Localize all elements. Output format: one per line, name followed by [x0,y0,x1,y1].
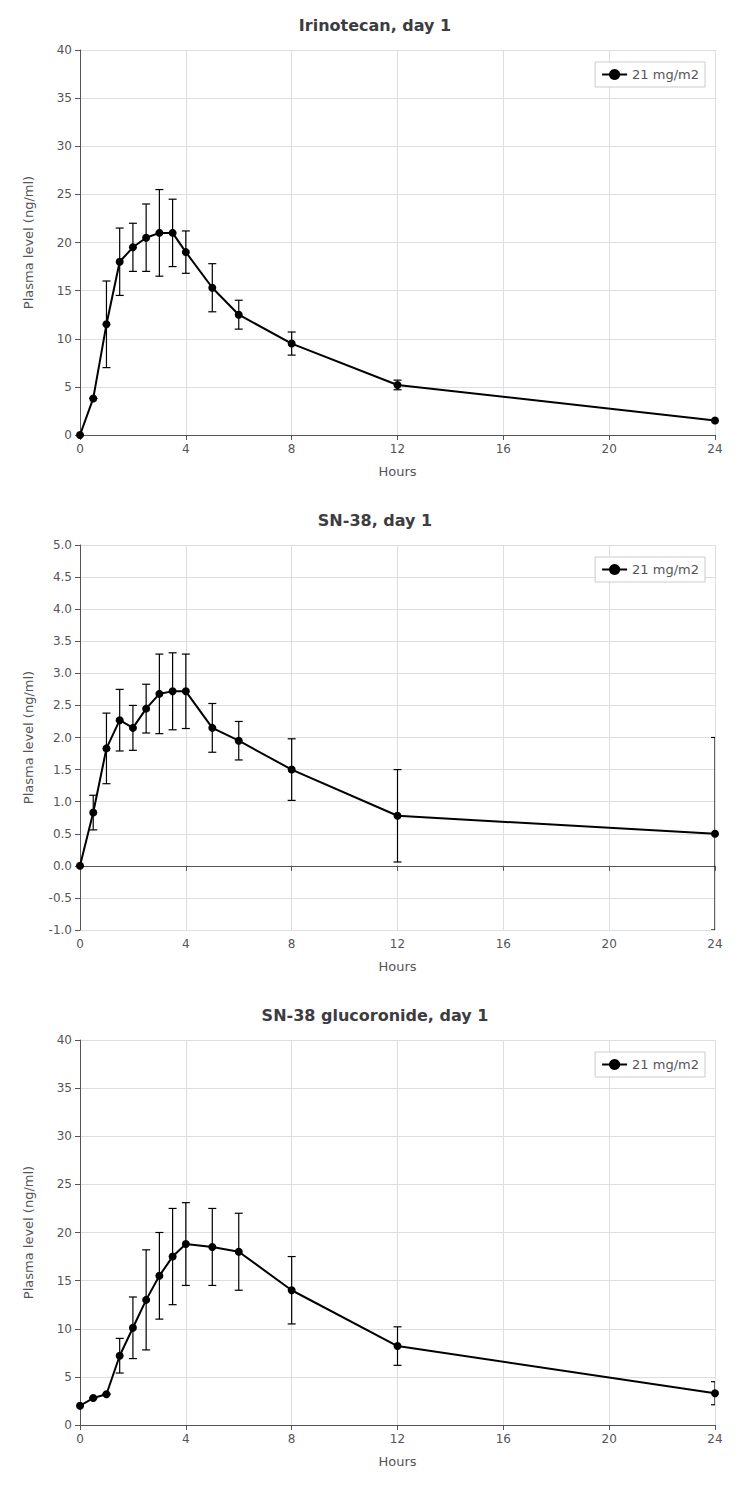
svg-text:24: 24 [707,1432,722,1446]
svg-text:3.0: 3.0 [53,666,72,680]
svg-text:35: 35 [57,91,72,105]
svg-text:0: 0 [64,428,72,442]
svg-text:4.5: 4.5 [53,570,72,584]
svg-text:25: 25 [57,187,72,201]
svg-text:8: 8 [288,442,296,456]
svg-text:40: 40 [57,1033,72,1047]
svg-text:-0.5: -0.5 [49,891,72,905]
svg-text:8: 8 [288,937,296,951]
svg-text:21 mg/m2: 21 mg/m2 [632,67,699,82]
svg-text:20: 20 [57,236,72,250]
svg-text:Plasma level (ng/ml): Plasma level (ng/ml) [21,176,36,309]
svg-text:16: 16 [496,442,511,456]
svg-text:20: 20 [602,442,617,456]
svg-text:35: 35 [57,1081,72,1095]
svg-text:5.0: 5.0 [53,538,72,552]
svg-text:4: 4 [182,442,190,456]
svg-text:12: 12 [390,1432,405,1446]
svg-text:30: 30 [57,139,72,153]
svg-text:-1.0: -1.0 [49,923,72,937]
svg-text:0: 0 [76,1432,84,1446]
svg-text:24: 24 [707,442,722,456]
svg-text:10: 10 [57,1322,72,1336]
svg-text:15: 15 [57,284,72,298]
svg-text:Plasma level (ng/ml): Plasma level (ng/ml) [21,671,36,804]
svg-text:20: 20 [602,1432,617,1446]
svg-text:Hours: Hours [378,959,416,974]
svg-text:20: 20 [602,937,617,951]
svg-text:16: 16 [496,937,511,951]
svg-text:2.5: 2.5 [53,698,72,712]
svg-text:10: 10 [57,332,72,346]
svg-text:3.5: 3.5 [53,634,72,648]
svg-text:SN-38 glucoronide, day 1: SN-38 glucoronide, day 1 [262,1006,489,1025]
svg-text:25: 25 [57,1177,72,1191]
svg-text:15: 15 [57,1274,72,1288]
svg-text:0: 0 [76,442,84,456]
svg-text:21 mg/m2: 21 mg/m2 [632,1057,699,1072]
svg-text:Plasma level (ng/ml): Plasma level (ng/ml) [21,1166,36,1299]
svg-text:8: 8 [288,1432,296,1446]
svg-text:Irinotecan, day 1: Irinotecan, day 1 [299,16,451,35]
svg-text:30: 30 [57,1129,72,1143]
svg-text:1.5: 1.5 [53,763,72,777]
svg-text:Hours: Hours [378,1454,416,1469]
svg-text:24: 24 [707,937,722,951]
svg-text:0.0: 0.0 [53,859,72,873]
svg-text:2.0: 2.0 [53,731,72,745]
svg-text:4.0: 4.0 [53,602,72,616]
svg-text:4: 4 [182,937,190,951]
svg-text:0.5: 0.5 [53,827,72,841]
svg-text:SN-38, day 1: SN-38, day 1 [318,511,432,530]
svg-text:21 mg/m2: 21 mg/m2 [632,562,699,577]
svg-text:16: 16 [496,1432,511,1446]
svg-text:1.0: 1.0 [53,795,72,809]
svg-text:12: 12 [390,937,405,951]
svg-text:0: 0 [64,1418,72,1432]
svg-text:4: 4 [182,1432,190,1446]
svg-text:12: 12 [390,442,405,456]
svg-text:5: 5 [64,1370,72,1384]
svg-text:0: 0 [76,937,84,951]
svg-text:20: 20 [57,1226,72,1240]
svg-text:Hours: Hours [378,464,416,479]
svg-text:40: 40 [57,43,72,57]
svg-text:5: 5 [64,380,72,394]
